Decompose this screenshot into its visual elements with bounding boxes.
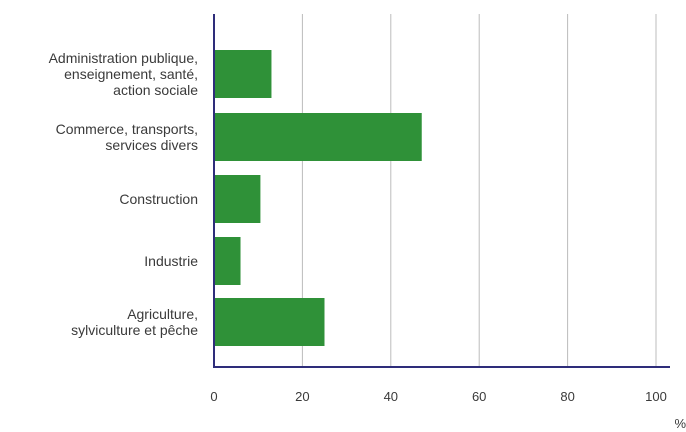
tick-labels: 0 20 40 60 80 100 (210, 389, 666, 404)
bar-0 (214, 50, 272, 98)
x-tick-label-40: 40 (384, 389, 398, 404)
category-label-1: Commerce, transports, services divers (56, 121, 198, 153)
x-tick-label-100: 100 (645, 389, 667, 404)
x-axis-unit-label: % (674, 416, 686, 431)
grid-lines (301, 14, 657, 367)
bar-1 (214, 113, 422, 161)
x-tick-label-0: 0 (210, 389, 217, 404)
category-label-0: Administration publique, enseignement, sa… (49, 50, 199, 98)
category-label-3: Industrie (144, 253, 198, 269)
bars (214, 50, 422, 346)
bar-2 (214, 175, 261, 223)
x-tick-label-20: 20 (295, 389, 309, 404)
bar-3 (214, 237, 241, 285)
axes (213, 14, 670, 368)
category-label-4: Agriculture, sylviculture et pêche (71, 306, 198, 338)
x-tick-label-80: 80 (560, 389, 574, 404)
bar-4 (214, 298, 325, 346)
x-tick-label-60: 60 (472, 389, 486, 404)
category-label-2: Construction (119, 191, 198, 207)
category-labels: Administration publique, enseignement, sa… (49, 50, 199, 338)
